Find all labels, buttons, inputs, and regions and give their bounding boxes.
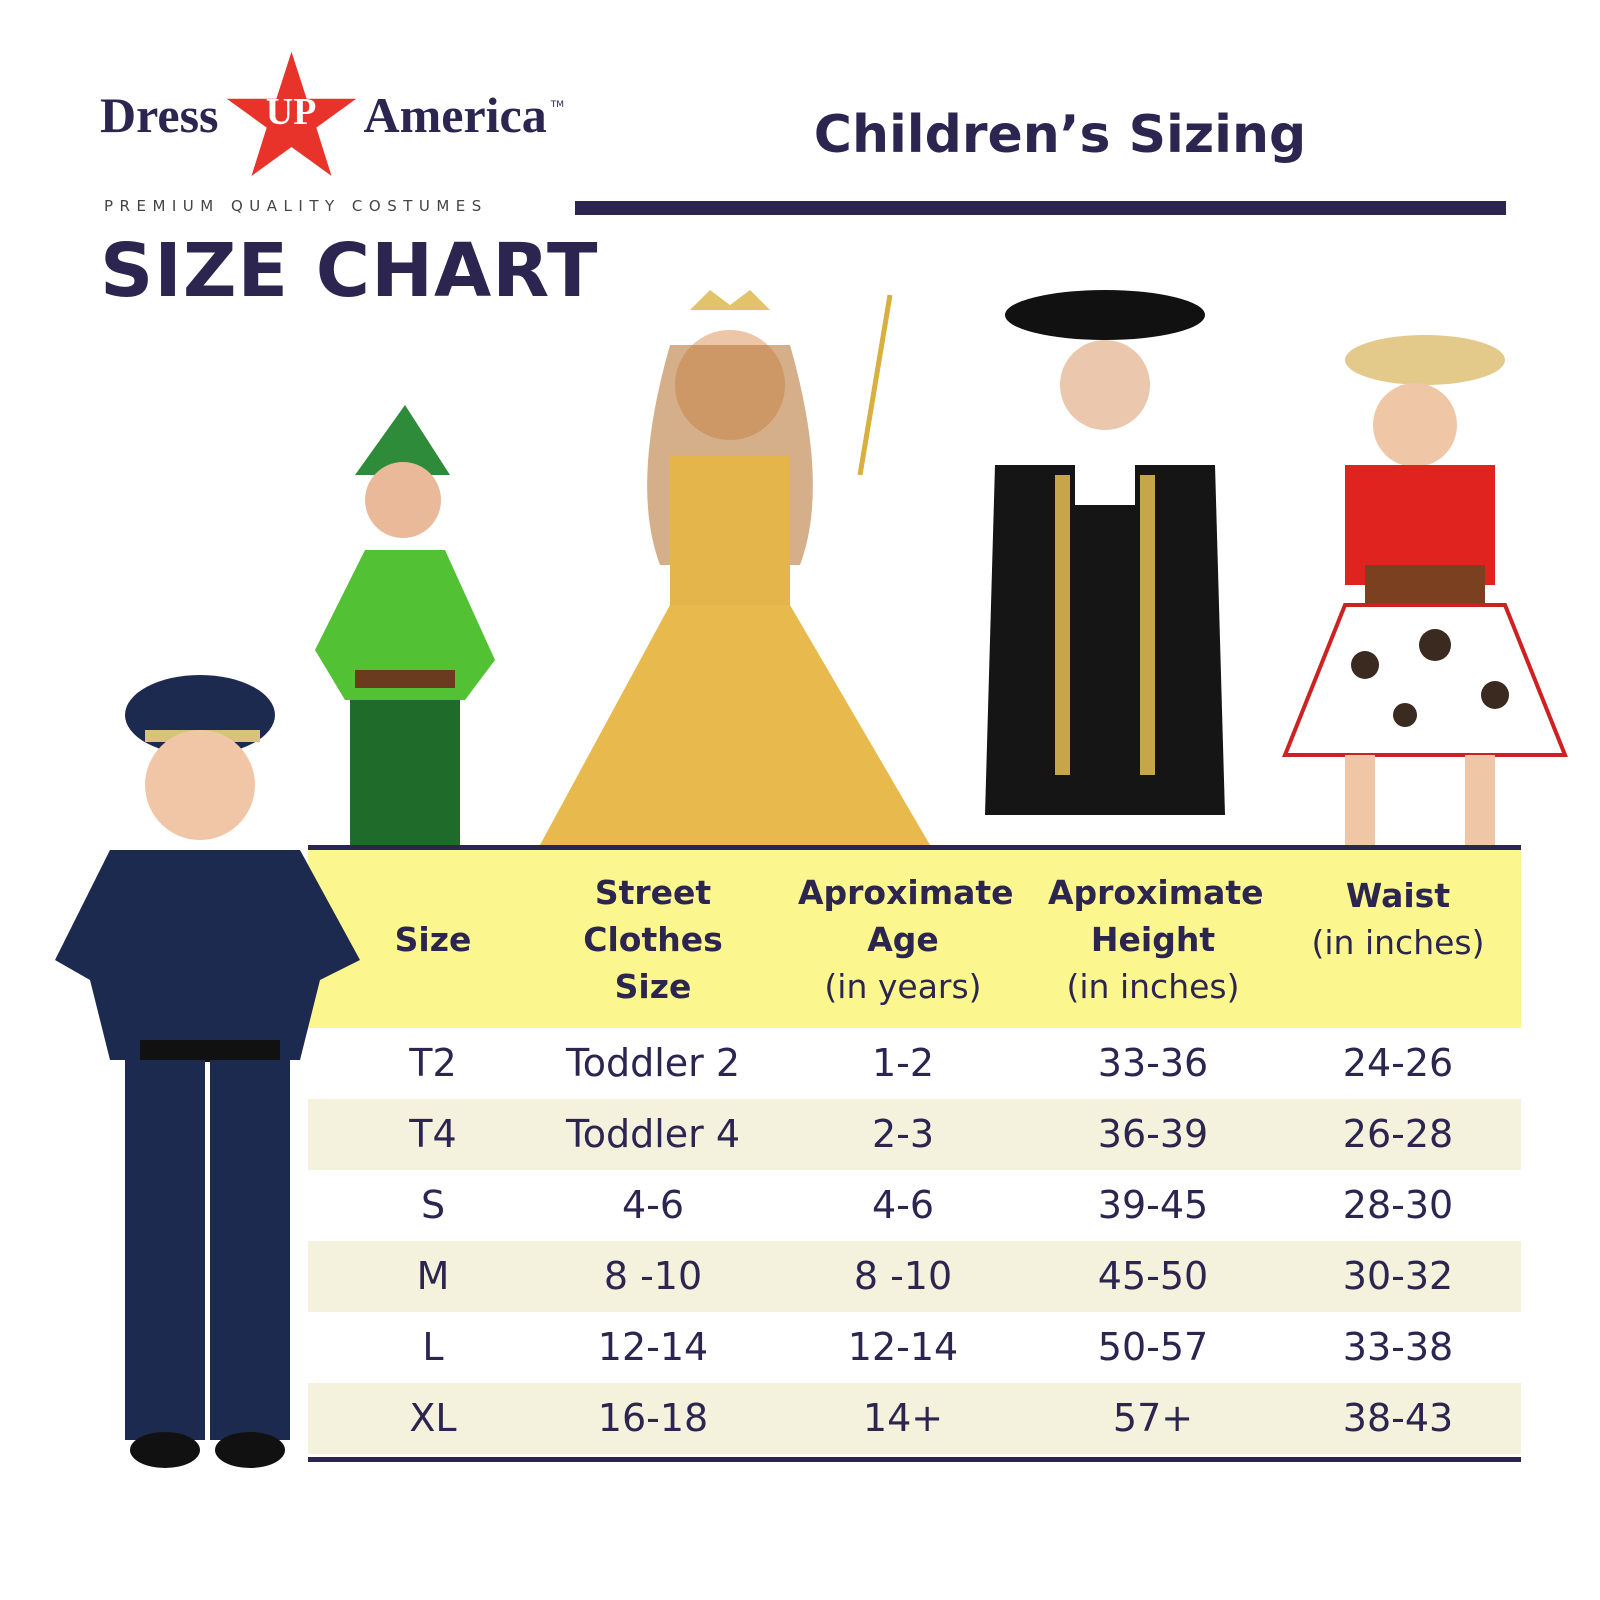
page-title: SIZE CHART [100, 228, 599, 314]
cell-age: 2-3 [871, 1112, 935, 1156]
logo-word-up: UP [265, 91, 317, 133]
table-top-rule [308, 845, 1521, 850]
cell-size: XL [409, 1396, 457, 1440]
header-waist: Waist (in inches) [1311, 876, 1485, 962]
cell-size: T2 [409, 1041, 457, 1085]
cell-height: 50-57 [1097, 1325, 1209, 1369]
peter-pan-costume-image [315, 405, 495, 845]
header-street-size: Street Clothes Size [583, 872, 723, 1006]
table-header: Size Street Clothes Size Aproximate Age(… [308, 850, 1521, 1028]
cell-age: 12-14 [847, 1325, 959, 1369]
table-row: T2 Toddler 2 1-2 33-36 24-26 [308, 1028, 1521, 1099]
police-officer-costume-image [55, 675, 360, 1468]
cell-waist: 26-28 [1342, 1112, 1454, 1156]
table-row: M 8 -10 8 -10 45-50 30-32 [308, 1241, 1521, 1312]
logo-word-america: America [363, 87, 547, 143]
trademark: TM [550, 100, 565, 110]
cell-size: L [422, 1325, 444, 1369]
cell-waist: 38-43 [1342, 1396, 1454, 1440]
cell-street-size: 16-18 [597, 1396, 709, 1440]
size-table: Size Street Clothes Size Aproximate Age(… [308, 845, 1521, 1462]
section-title: Children’s Sizing [813, 105, 1307, 165]
cell-street-size: 8 -10 [603, 1254, 703, 1298]
brand-logo: Dress UP America TM [100, 40, 564, 190]
cell-street-size: 4-6 [621, 1183, 685, 1227]
table-row: XL 16-18 14+ 57+ 38-43 [308, 1383, 1521, 1454]
cell-age: 14+ [862, 1396, 944, 1440]
cell-height: 45-50 [1097, 1254, 1209, 1298]
logo-word-dress: Dress [100, 87, 219, 143]
cell-size: M [416, 1254, 450, 1298]
header-age: Aproximate Age (in years) [798, 872, 1014, 1006]
cell-waist: 30-32 [1342, 1254, 1454, 1298]
cell-height: 36-39 [1097, 1112, 1209, 1156]
cell-age: 1-2 [871, 1041, 935, 1085]
table-bottom-rule [308, 1457, 1521, 1462]
princess-gown-costume-image [540, 290, 930, 845]
cell-street-size: 12-14 [597, 1325, 709, 1369]
table-row: T4 Toddler 4 2-3 36-39 26-28 [308, 1099, 1521, 1170]
table-row: S 4-6 4-6 39-45 28-30 [308, 1170, 1521, 1241]
cell-waist: 33-38 [1342, 1325, 1454, 1369]
logo-star: UP [219, 45, 364, 185]
star-icon [219, 45, 363, 182]
cowgirl-costume-image [1282, 335, 1568, 845]
title-divider [575, 201, 1506, 215]
cell-height: 39-45 [1097, 1183, 1209, 1227]
cell-size: S [420, 1183, 446, 1227]
colonial-costume-image [985, 290, 1225, 815]
header-height: Aproximate Height (in inches) [1048, 872, 1264, 1006]
cell-height: 33-36 [1097, 1041, 1209, 1085]
cell-size: T4 [409, 1112, 457, 1156]
cell-age: 4-6 [871, 1183, 935, 1227]
cell-street-size: Toddler 4 [565, 1112, 741, 1156]
cell-waist: 28-30 [1342, 1183, 1454, 1227]
cell-waist: 24-26 [1342, 1041, 1454, 1085]
table-row: L 12-14 12-14 50-57 33-38 [308, 1312, 1521, 1383]
cell-height: 57+ [1112, 1396, 1194, 1440]
cell-street-size: Toddler 2 [565, 1041, 741, 1085]
tagline: PREMIUM QUALITY COSTUMES [104, 197, 488, 215]
cell-age: 8 -10 [853, 1254, 953, 1298]
header-size: Size [394, 919, 472, 959]
